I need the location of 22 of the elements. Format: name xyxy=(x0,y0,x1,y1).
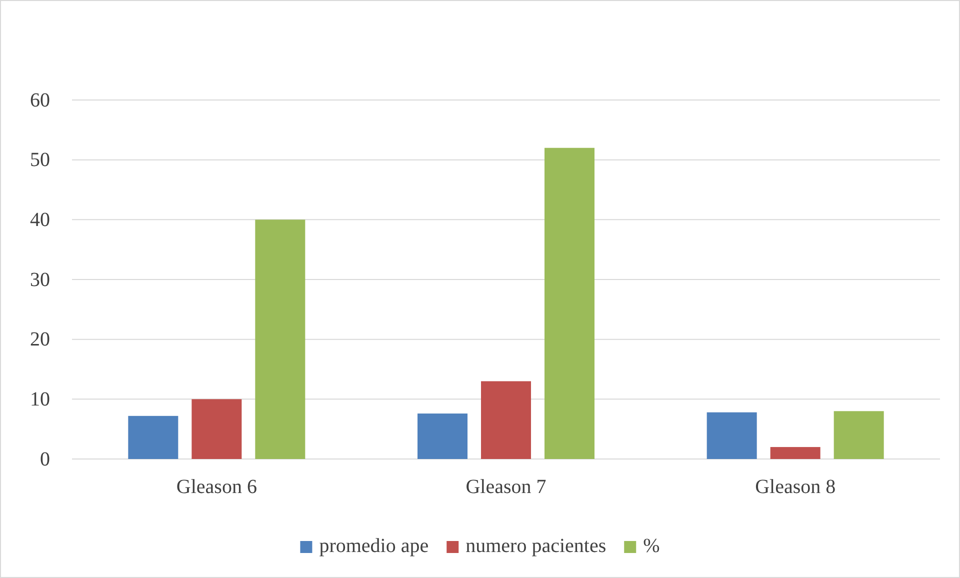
bar xyxy=(834,411,884,459)
legend-label: % xyxy=(643,535,660,557)
bar xyxy=(544,148,594,459)
y-tick-label: 10 xyxy=(30,388,50,411)
bar xyxy=(255,220,306,459)
bar xyxy=(706,412,757,459)
bar xyxy=(481,381,531,459)
bar xyxy=(770,447,820,459)
x-tick-label: Gleason 8 xyxy=(755,476,836,498)
y-tick-label: 30 xyxy=(30,268,50,291)
legend-label: promedio ape xyxy=(319,535,429,557)
y-tick-label: 20 xyxy=(30,328,50,351)
legend-label: numero pacientes xyxy=(466,535,606,557)
bar xyxy=(418,414,468,459)
x-tick-label: Gleason 6 xyxy=(176,476,257,498)
y-tick-label: 60 xyxy=(30,89,50,112)
y-tick-label: 50 xyxy=(30,149,50,172)
y-tick-label: 40 xyxy=(30,209,50,232)
bar xyxy=(128,416,178,459)
x-tick-label: Gleason 7 xyxy=(466,476,546,498)
bar xyxy=(192,399,242,459)
y-tick-label: 0 xyxy=(40,448,50,470)
